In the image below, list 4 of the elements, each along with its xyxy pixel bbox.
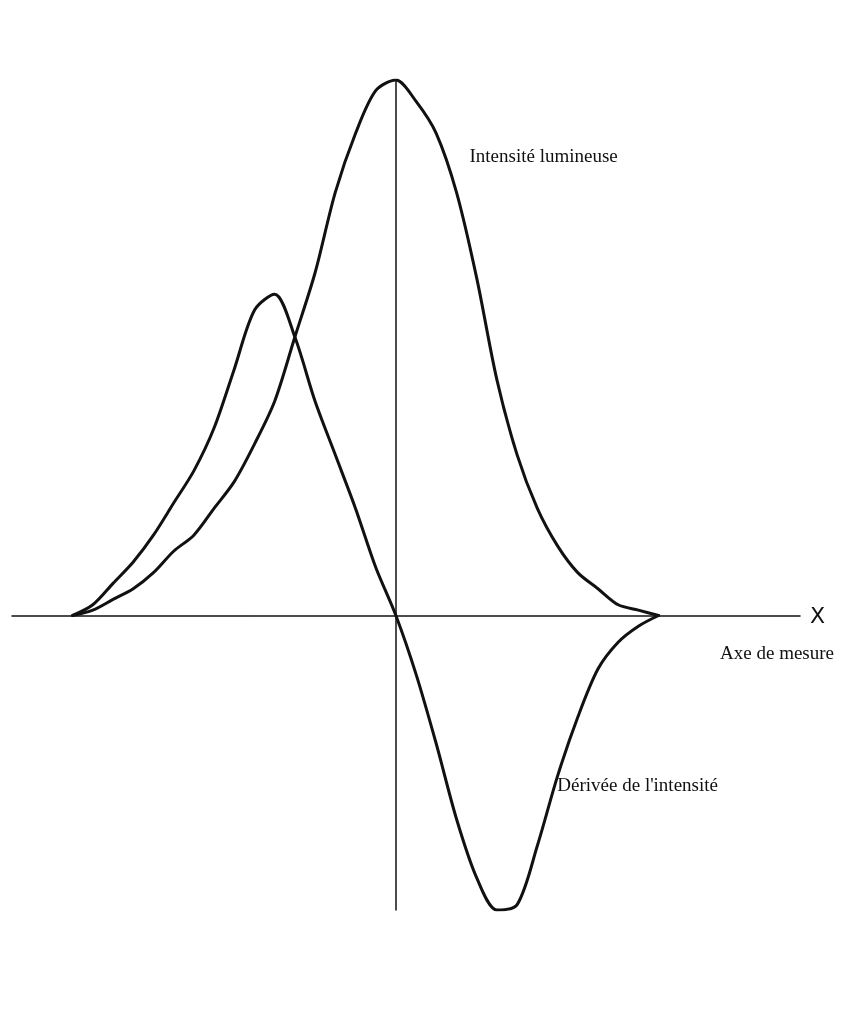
annotation: Axe de mesure	[720, 642, 835, 664]
series-label: Intensité lumineuse	[469, 144, 618, 166]
x-axis-title: X	[810, 602, 826, 628]
series-label: Dérivée de l'intensité	[557, 774, 718, 796]
